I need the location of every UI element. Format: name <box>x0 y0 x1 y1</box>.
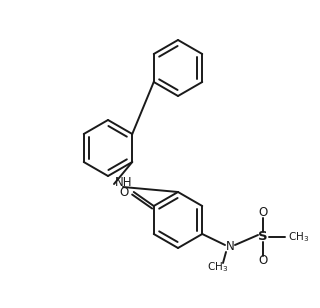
Text: N: N <box>226 241 234 253</box>
Text: CH$_3$: CH$_3$ <box>288 230 309 244</box>
Text: NH: NH <box>115 176 132 188</box>
Text: S: S <box>258 230 268 244</box>
Text: CH$_3$: CH$_3$ <box>207 260 228 274</box>
Text: O: O <box>258 206 268 220</box>
Text: O: O <box>119 185 129 198</box>
Text: O: O <box>258 254 268 268</box>
